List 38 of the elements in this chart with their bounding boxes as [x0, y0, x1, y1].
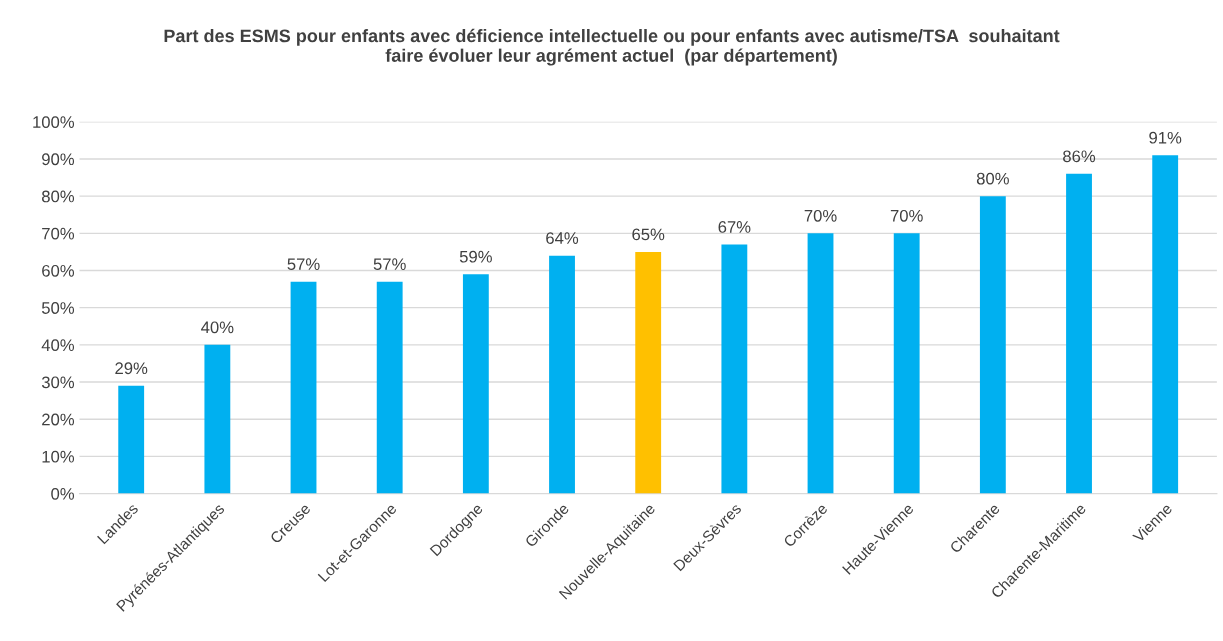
bar [118, 385, 145, 494]
data-label: 40% [201, 321, 234, 334]
y-tick-label: 10% [42, 450, 75, 463]
chart-title: Part des ESMS pour enfants avec déficience intellectuelle ou pour enfants avec autisme/TSA souhaitant faire évoluer leur agrément actuel (par département) [164, 28, 1060, 66]
data-label: 70% [804, 209, 837, 222]
bar [462, 274, 489, 494]
y-tick-label: 60% [42, 264, 75, 277]
y-tick-label: 20% [42, 413, 75, 426]
data-label: 70% [890, 209, 923, 222]
bar [721, 244, 748, 494]
bar [376, 281, 403, 494]
bar [204, 344, 231, 494]
bar [807, 233, 834, 494]
y-tick-label: 0% [51, 487, 75, 500]
data-label: 86% [1063, 150, 1096, 163]
y-tick-label: 90% [42, 153, 75, 166]
y-tick-label: 100% [33, 116, 75, 128]
y-tick-label: 70% [42, 227, 75, 240]
bar [893, 233, 920, 494]
data-label: 29% [115, 362, 148, 375]
y-tick-label: 50% [41, 302, 75, 314]
data-label: 59% [459, 250, 492, 263]
y-tick-label: 80% [42, 190, 75, 203]
data-label: 57% [373, 258, 406, 271]
bar [290, 281, 317, 494]
y-tick-label: 40% [41, 339, 75, 352]
bar [1152, 155, 1179, 494]
data-label: 57% [287, 258, 320, 271]
bar [1066, 173, 1092, 494]
data-label: 80% [976, 172, 1009, 185]
data-label: 65% [632, 228, 665, 241]
bar [635, 251, 662, 494]
data-label: 64% [546, 232, 579, 244]
data-label: 67% [718, 221, 751, 233]
y-tick-label: 30% [41, 376, 75, 389]
data-label: 91% [1149, 131, 1182, 144]
bar [979, 196, 1006, 494]
bar [549, 255, 575, 494]
